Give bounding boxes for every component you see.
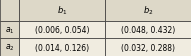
Text: (0.048, 0.432): (0.048, 0.432) [121, 26, 175, 34]
Text: (0.006, 0.054): (0.006, 0.054) [35, 26, 89, 34]
Bar [0, 39, 19, 56]
Text: $b_2$: $b_2$ [143, 4, 153, 17]
Text: $a_2$: $a_2$ [5, 42, 14, 52]
Bar [19, 39, 105, 56]
Text: $a_1$: $a_1$ [5, 25, 14, 35]
Bar [19, 0, 105, 21]
Bar [105, 39, 191, 56]
Bar [19, 21, 105, 39]
Bar [0, 0, 19, 21]
Bar [105, 0, 191, 21]
Text: $b_1$: $b_1$ [57, 4, 67, 17]
Bar [0, 21, 19, 39]
Text: (0.032, 0.288): (0.032, 0.288) [121, 43, 175, 52]
Bar [105, 21, 191, 39]
Text: (0.014, 0.126): (0.014, 0.126) [35, 43, 89, 52]
